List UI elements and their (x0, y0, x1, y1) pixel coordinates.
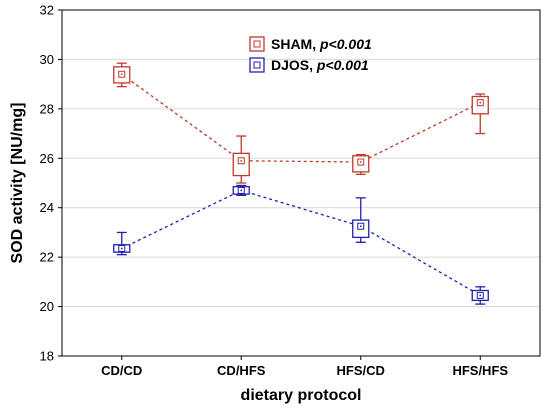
mean-dot (240, 159, 243, 162)
y-tick-label: 20 (40, 299, 54, 314)
legend-label: SHAM, p<0.001 (271, 36, 372, 52)
x-tick-label: HFS/HFS (452, 363, 508, 378)
plot-area (61, 9, 541, 357)
mean-dot (120, 247, 123, 250)
series-layer (113, 62, 489, 305)
series-line (121, 189, 481, 297)
y-axis-title: SOD activity [NU/mg] (9, 103, 26, 264)
mean-dot (359, 225, 362, 228)
y-axis: 18 20 22 24 26 28 30 32 (40, 3, 62, 364)
mean-dot (240, 189, 243, 192)
mean-dot (120, 73, 123, 76)
x-tick-label: HFS/CD (337, 363, 385, 378)
legend-item-djos: DJOS, p<0.001 (249, 57, 369, 73)
y-tick-label: 30 (40, 52, 54, 67)
mean-dot (479, 294, 482, 297)
legend-item-sham: SHAM, p<0.001 (249, 36, 372, 52)
legend-swatch-inner (253, 61, 261, 69)
legend-series-name: DJOS, (271, 57, 317, 73)
series-djos (113, 184, 489, 305)
x-axis: CD/CD CD/HFS HFS/CD HFS/HFS (101, 356, 508, 378)
legend-swatch-inner (253, 40, 261, 48)
mean-dot (359, 161, 362, 163)
legend-p-value: p<0.001 (319, 36, 372, 52)
x-tick-label: CD/CD (101, 363, 142, 378)
legend-p-value: p<0.001 (316, 57, 369, 73)
box (232, 152, 250, 177)
mean-dot (479, 101, 482, 104)
y-tick-label: 26 (40, 151, 54, 166)
y-tick-label: 18 (40, 349, 54, 364)
legend-series-name: SHAM, (271, 36, 320, 52)
y-tick-label: 28 (40, 101, 54, 116)
y-tick-label: 32 (40, 3, 54, 18)
y-tick-label: 24 (40, 200, 54, 215)
grid (62, 9, 540, 357)
x-axis-title: dietary protocol (241, 387, 362, 404)
x-tick-label: CD/HFS (217, 363, 266, 378)
y-tick-label: 22 (40, 250, 54, 265)
series-line (121, 73, 481, 163)
series-sham (113, 62, 489, 184)
legend-label: DJOS, p<0.001 (271, 57, 369, 73)
